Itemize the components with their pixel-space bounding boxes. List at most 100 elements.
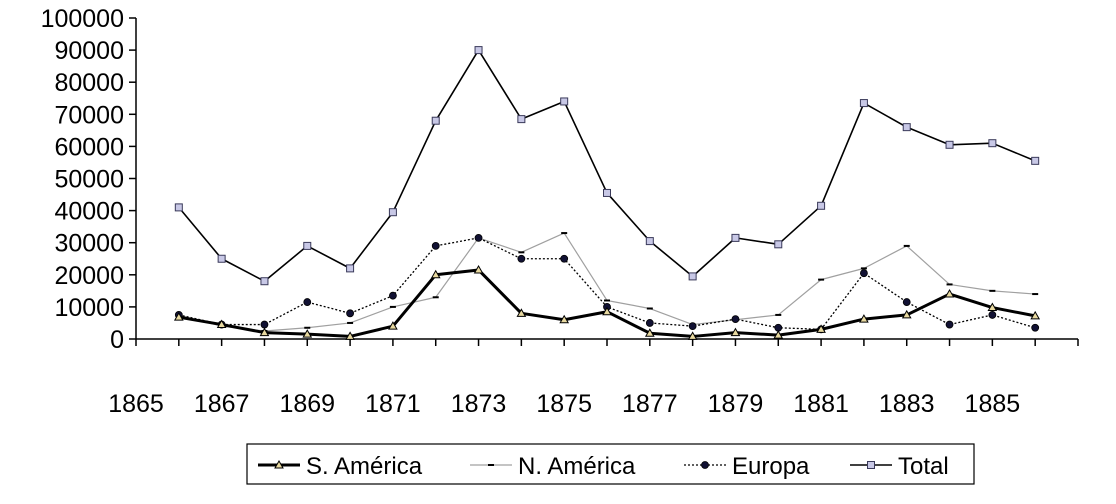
point-marker (860, 269, 868, 278)
x-tick-label: 1877 (622, 390, 678, 418)
chart-axes (135, 18, 1078, 340)
series-s-am-rica (173, 264, 1041, 340)
series-total (174, 46, 1040, 286)
legend-item: Total (850, 453, 949, 480)
point-marker (560, 97, 569, 106)
point-marker (602, 306, 612, 316)
point-marker (346, 309, 354, 318)
y-tick-label: 10000 (54, 294, 124, 322)
point-marker (945, 320, 954, 329)
legend-item: S. América (258, 453, 423, 480)
point-marker (517, 254, 526, 263)
point-marker (174, 203, 183, 212)
point-marker (944, 289, 955, 298)
point-marker (260, 320, 269, 329)
point-marker (217, 254, 226, 263)
point-marker (988, 139, 997, 148)
legend-item: N. América (470, 453, 636, 480)
x-tick-label: 1867 (194, 390, 250, 418)
y-tick-label: 80000 (54, 69, 124, 97)
point-marker (216, 319, 227, 329)
point-marker (774, 240, 783, 249)
point-marker (346, 264, 355, 273)
y-tick-label: 100000 (41, 5, 124, 33)
point-marker (816, 324, 826, 333)
point-marker (517, 115, 526, 124)
x-tick-label: 1871 (365, 390, 421, 418)
y-tick-label: 60000 (54, 133, 124, 161)
y-axis-ticks: 0 10000 20000 30000 40000 50000 60000 70000 8000… (41, 5, 136, 354)
x-tick-label: 1885 (965, 390, 1021, 418)
legend: S. América N. América Europa Total (246, 443, 975, 485)
point-marker (901, 309, 912, 319)
point-marker (303, 298, 312, 306)
point-marker (302, 329, 313, 338)
x-tick-label: 1879 (708, 390, 764, 418)
point-marker (1030, 310, 1041, 320)
point-marker (173, 312, 184, 321)
legend-box (246, 443, 975, 485)
legend-label: Europa (732, 453, 810, 480)
point-marker (645, 237, 654, 246)
y-tick-label: 70000 (54, 101, 124, 129)
point-marker (773, 330, 784, 339)
y-tick-label: 30000 (54, 230, 124, 258)
point-marker (1031, 323, 1040, 332)
point-marker (688, 272, 697, 281)
point-marker (644, 328, 655, 337)
point-marker (987, 302, 998, 312)
x-axis-ticks: 1865 1867 1869 1871 1873 1875 1877 1879 1881 1883… (108, 339, 1079, 418)
point-marker (274, 459, 284, 469)
x-tick-label: 1865 (108, 390, 164, 418)
point-marker (259, 327, 270, 337)
point-marker (474, 233, 483, 242)
point-marker (345, 331, 355, 340)
series-layer (173, 46, 1041, 340)
x-tick-label: 1869 (279, 390, 335, 418)
point-marker (731, 315, 740, 323)
point-marker (902, 123, 911, 132)
point-marker (730, 327, 741, 337)
legend-label: N. América (518, 453, 636, 480)
legend-label: Total (898, 453, 949, 480)
point-marker (260, 277, 269, 286)
point-marker (603, 188, 611, 197)
point-marker (859, 99, 868, 108)
point-marker (431, 242, 440, 250)
point-marker (859, 314, 869, 323)
y-tick-label: 50000 (54, 166, 124, 194)
x-tick-label: 1873 (451, 390, 507, 418)
point-marker (303, 241, 312, 250)
point-marker (431, 116, 440, 125)
point-marker (389, 291, 397, 300)
point-marker (867, 461, 875, 469)
point-marker (945, 140, 954, 149)
point-marker (988, 311, 997, 319)
point-marker (560, 254, 569, 263)
point-marker (1031, 156, 1040, 165)
point-marker (474, 46, 483, 55)
y-tick-label: 40000 (54, 198, 124, 226)
point-marker (388, 321, 398, 330)
point-marker (731, 233, 740, 242)
y-tick-label: 20000 (54, 262, 124, 290)
x-tick-label: 1881 (793, 390, 849, 418)
y-tick-label: 90000 (54, 37, 124, 65)
legend-label: S. América (306, 453, 423, 480)
point-marker (516, 308, 527, 317)
point-marker (701, 461, 709, 469)
legend-item: Europa (684, 453, 810, 480)
point-marker (817, 201, 826, 210)
point-marker (688, 322, 697, 331)
y-tick-label: 0 (110, 326, 124, 354)
point-marker (430, 269, 441, 279)
x-tick-label: 1875 (536, 390, 592, 418)
point-marker (388, 208, 397, 217)
point-marker (559, 314, 570, 324)
point-marker (687, 331, 698, 340)
point-marker (902, 298, 911, 306)
x-tick-label: 1883 (879, 390, 935, 418)
point-marker (645, 319, 654, 327)
point-marker (473, 264, 484, 274)
